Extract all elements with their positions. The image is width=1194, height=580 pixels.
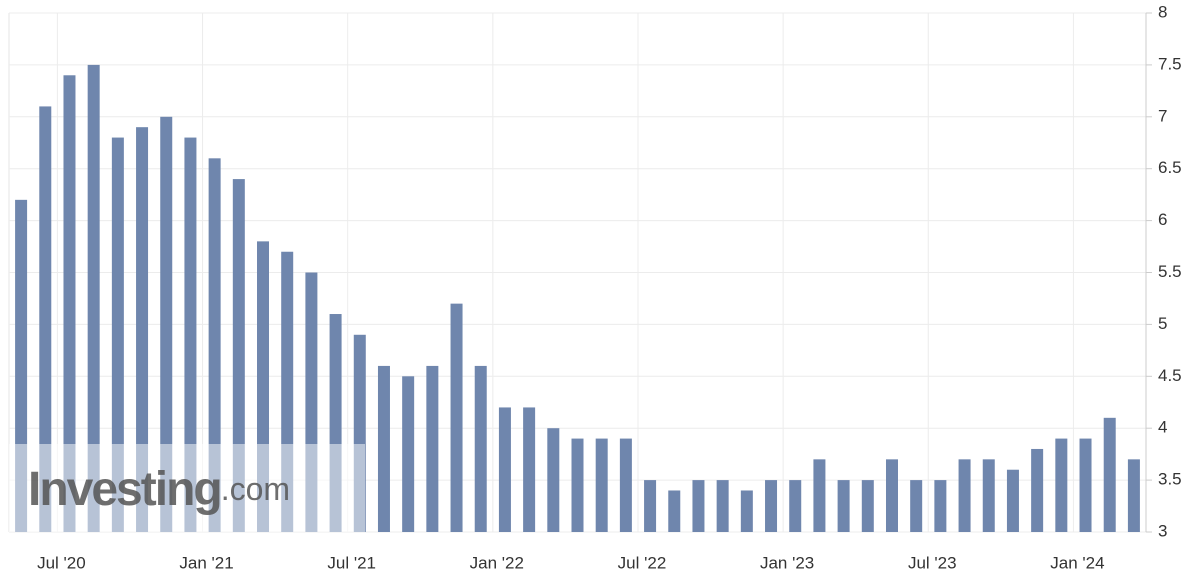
- x-tick-label: Jul '21: [327, 553, 376, 572]
- bar: [716, 480, 729, 532]
- bar: [1127, 459, 1140, 532]
- y-tick-label: 3.5: [1158, 470, 1182, 489]
- y-tick-label: 4: [1158, 418, 1167, 437]
- bar: [934, 480, 947, 532]
- y-tick-label: 4.5: [1158, 366, 1182, 385]
- bar: [885, 459, 898, 532]
- x-tick-label: Jan '22: [470, 553, 524, 572]
- y-tick-label: 3: [1158, 521, 1167, 540]
- y-tick-label: 6: [1158, 210, 1167, 229]
- y-tick-label: 6.5: [1158, 158, 1182, 177]
- bar: [136, 127, 149, 533]
- bar: [232, 179, 245, 532]
- bar: [740, 490, 753, 532]
- x-tick-label: Jan '24: [1050, 553, 1104, 572]
- watermark-veil: [9, 444, 365, 532]
- bar: [571, 438, 584, 532]
- bar: [523, 407, 536, 532]
- x-tick-label: Jan '23: [760, 553, 814, 572]
- bar: [1103, 417, 1116, 532]
- bar: [208, 158, 221, 532]
- bar: [377, 365, 390, 532]
- bar: [1006, 469, 1019, 532]
- watermark-brand: Investing: [28, 463, 221, 516]
- bar: [474, 365, 487, 532]
- bar: [39, 106, 52, 533]
- bar: [1055, 438, 1068, 532]
- watermark: Investing.com: [28, 463, 290, 516]
- bar: [619, 438, 632, 532]
- bar: [498, 407, 511, 532]
- y-tick-label: 7: [1158, 106, 1167, 125]
- y-tick-label: 7.5: [1158, 54, 1182, 73]
- bar: [63, 75, 76, 532]
- bar: [87, 64, 100, 533]
- watermark-suffix: .com: [221, 471, 290, 507]
- bar: [547, 428, 560, 532]
- bar: [789, 480, 802, 532]
- bar: [450, 303, 463, 532]
- bar: [813, 459, 826, 532]
- bar: [595, 438, 608, 532]
- bar: [184, 137, 197, 532]
- bar: [160, 116, 173, 533]
- bar: [426, 365, 439, 532]
- x-tick-label: Jul '23: [908, 553, 957, 572]
- bar: [861, 480, 874, 532]
- x-tick-label: Jan '21: [179, 553, 233, 572]
- bar: [644, 480, 657, 532]
- bar: [1031, 448, 1044, 532]
- bar: [765, 480, 778, 532]
- x-tick-label: Jul '22: [618, 553, 667, 572]
- y-tick-label: 5.5: [1158, 262, 1182, 281]
- bar: [668, 490, 681, 532]
- bar: [692, 480, 705, 532]
- x-tick-label: Jul '20: [37, 553, 86, 572]
- bar: [958, 459, 971, 532]
- bar: [1079, 438, 1092, 532]
- bar: [111, 137, 124, 532]
- bar: [910, 480, 923, 532]
- y-tick-label: 8: [1158, 2, 1167, 21]
- bar: [402, 376, 415, 532]
- y-tick-label: 5: [1158, 314, 1167, 333]
- bar: [982, 459, 995, 532]
- bar: [837, 480, 850, 532]
